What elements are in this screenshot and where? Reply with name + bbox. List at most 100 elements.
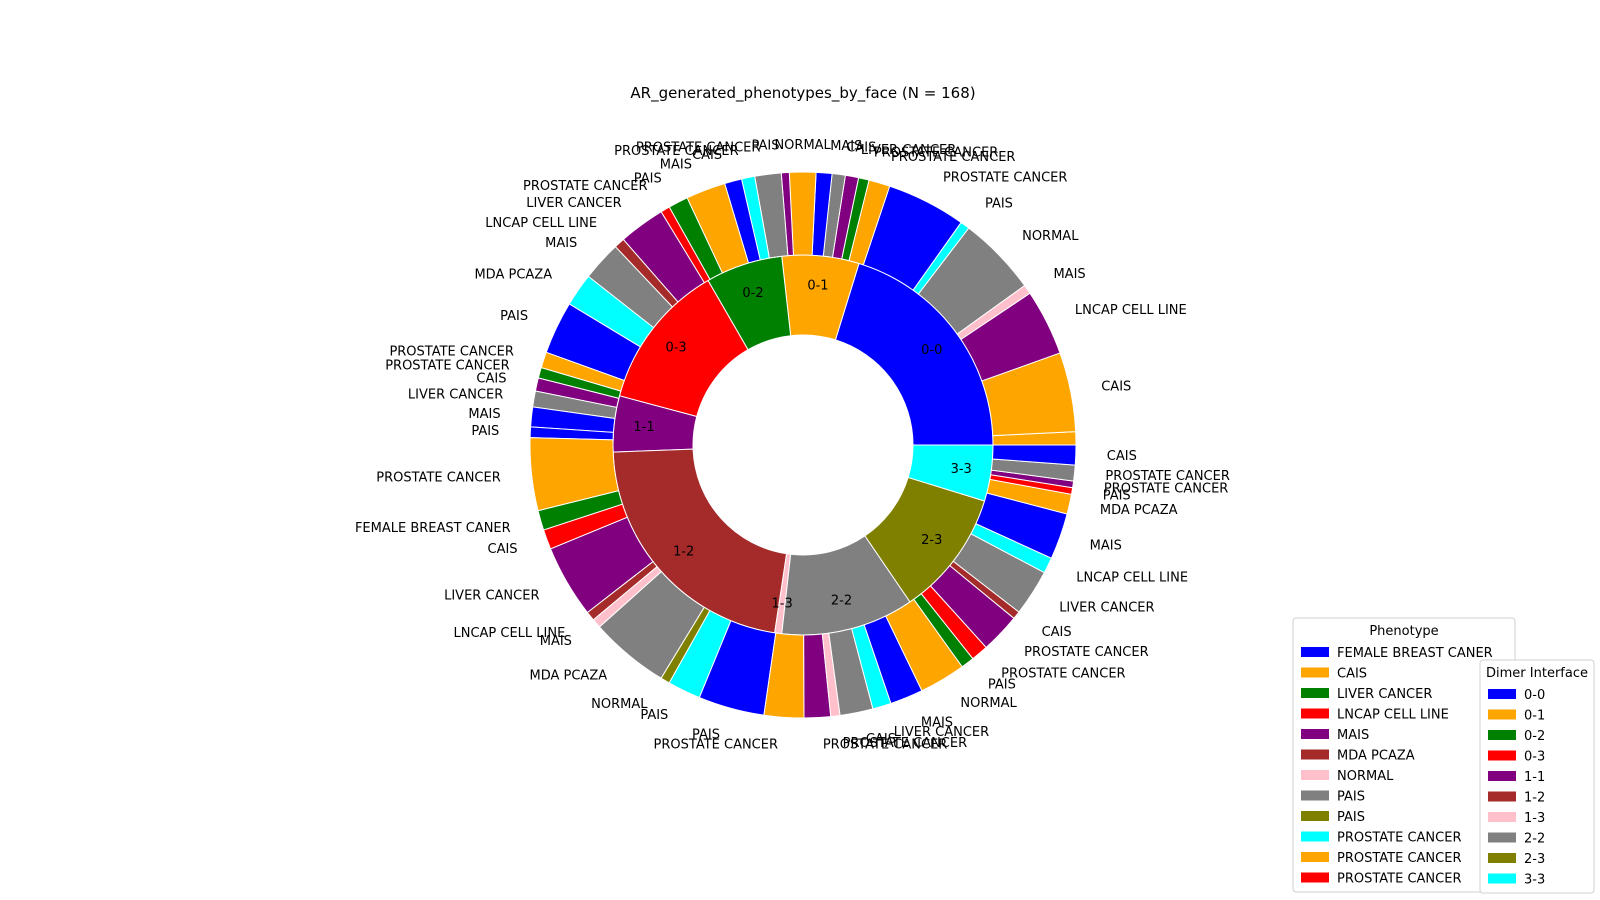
outer-label-29: MAIS	[468, 407, 500, 422]
legend-entry-1-0: 0-0	[1524, 688, 1545, 703]
legend-entry-0-3: LNCAP CELL LINE	[1337, 708, 1449, 723]
legend-swatch-0-5	[1301, 749, 1329, 760]
outer-label-2: LNCAP CELL LINE	[1075, 303, 1187, 318]
legend-entry-1-9: 3-3	[1524, 873, 1545, 888]
legend-entry-0-5: MDA PCAZA	[1337, 749, 1415, 764]
outer-label-32: FEMALE BREAST CANER	[355, 521, 511, 536]
outer-label-4: NORMAL	[1022, 229, 1079, 244]
outer-label-52: LIVER CANCER	[1059, 600, 1154, 615]
outer-label-58: PROSTATE CANCER	[1105, 469, 1229, 484]
legend-entry-0-1: CAIS	[1337, 667, 1367, 682]
legend-phenotype: Phenotype FEMALE BREAST CANER CAIS LIVER C…	[1292, 617, 1516, 893]
legend-entry-1-6: 1-3	[1524, 811, 1545, 826]
legend-swatch-1-9	[1488, 873, 1516, 884]
inner-label-0: 0-0	[921, 343, 942, 358]
outer-label-19: PROSTATE CANCER	[523, 179, 647, 194]
outer-label-43: PROSTATE CANCER	[843, 736, 967, 751]
legend-entry-0-10: PROSTATE CANCER	[1337, 851, 1461, 866]
outer-label-38: NORMAL	[591, 697, 648, 712]
legend-entry-0-2: LIVER CANCER	[1337, 687, 1432, 702]
outer-label-26: PROSTATE CANCER	[385, 359, 509, 374]
legend-swatch-1-6	[1488, 812, 1516, 822]
legend-swatch-1-1	[1488, 709, 1516, 720]
legend-entry-0-11: PROSTATE CANCER	[1337, 872, 1461, 887]
legend-title-0: Phenotype	[1369, 624, 1438, 639]
outer-label-23: MDA PCAZA	[474, 268, 552, 283]
legend-swatch-1-4	[1488, 771, 1516, 781]
outer-label-40: PAIS	[692, 727, 720, 742]
outer-label-27: CAIS	[476, 372, 506, 387]
inner-ring	[612, 254, 994, 636]
legend-swatch-1-0	[1488, 689, 1516, 699]
outer-label-8: PROSTATE CANCER	[874, 146, 998, 161]
outer-label-53: LNCAP CELL LINE	[1076, 570, 1188, 585]
legend-swatch-1-8	[1488, 853, 1516, 863]
legend-swatch-1-5	[1488, 791, 1516, 802]
outer-label-16: CAIS	[692, 148, 722, 163]
legend-title-1: Dimer Interface	[1486, 666, 1588, 681]
legend-dimer-interface: Dimer Interface 0-0 0-1 0-2 0-3 1-1 1-2 1-3 2-2 2…	[1479, 659, 1595, 894]
outer-label-7: PROSTATE CANCER	[891, 150, 1015, 165]
outer-label-28: LIVER CANCER	[408, 387, 503, 402]
outer-label-37: MDA PCAZA	[529, 669, 607, 684]
outer-label-13: PAIS	[751, 139, 779, 154]
legend-entry-0-6: NORMAL	[1337, 769, 1394, 784]
legend-entry-0-8: PAIS	[1337, 810, 1365, 825]
outer-label-20: LIVER CANCER	[526, 196, 621, 211]
outer-label-18: PAIS	[634, 171, 662, 186]
outer-label-6: PROSTATE CANCER	[943, 171, 1067, 186]
outer-label-3: MAIS	[1053, 267, 1085, 282]
outer-label-35: LNCAP CELL LINE	[453, 626, 565, 641]
legend-swatch-0-10	[1301, 852, 1329, 862]
legend-entry-1-8: 2-3	[1524, 852, 1545, 867]
legend-entry-1-5: 1-2	[1524, 791, 1545, 806]
legend-swatch-0-3	[1301, 708, 1329, 719]
legend-swatch-0-8	[1301, 811, 1329, 821]
outer-label-42: PROSTATE CANCER	[823, 738, 947, 753]
outer-label-21: LNCAP CELL LINE	[485, 216, 597, 231]
outer-label-36: MAIS	[540, 634, 572, 649]
chart-title: AR_generated_phenotypes_by_face (N = 168…	[630, 84, 975, 103]
outer-label-12: NORMAL	[774, 138, 831, 153]
legend-entry-0-7: PAIS	[1337, 790, 1365, 805]
outer-label-47: NORMAL	[960, 696, 1017, 711]
inner-label-7: 2-2	[831, 593, 852, 608]
legend-swatch-1-2	[1488, 730, 1516, 740]
outer-label-49: PROSTATE CANCER	[1001, 667, 1125, 682]
legend-entry-0-4: MAIS	[1337, 728, 1369, 743]
outer-label-25: PROSTATE CANCER	[389, 345, 513, 360]
outer-label-54: MAIS	[1090, 538, 1122, 553]
outer-label-30: PAIS	[471, 424, 499, 439]
outer-label-5: PAIS	[985, 196, 1013, 211]
outer-label-34: LIVER CANCER	[444, 589, 539, 604]
outer-label-9: LIVER CANCER	[861, 143, 956, 158]
inner-label-9: 3-3	[951, 462, 972, 477]
legend-swatch-1-7	[1488, 832, 1516, 843]
outer-label-31: PROSTATE CANCER	[376, 470, 500, 485]
legend-entry-0-9: PROSTATE CANCER	[1337, 831, 1461, 846]
outer-label-44: CAIS	[866, 732, 896, 747]
outer-label-39: PAIS	[640, 708, 668, 723]
outer-label-56: PAIS	[1103, 489, 1131, 504]
inner-label-3: 0-3	[665, 341, 686, 356]
outer-label-59: CAIS	[1107, 449, 1137, 464]
outer-label-48: PAIS	[988, 677, 1016, 692]
legend-swatch-0-7	[1301, 790, 1329, 801]
legend-swatch-0-9	[1301, 831, 1329, 842]
outer-label-33: CAIS	[488, 542, 518, 557]
outer-label-46: MAIS	[921, 716, 953, 731]
outer-label-57: PROSTATE CANCER	[1104, 481, 1228, 496]
outer-slice-59	[991, 444, 1077, 466]
outer-ring	[529, 171, 1077, 719]
outer-label-17: MAIS	[660, 158, 692, 173]
legend-swatch-0-11	[1301, 872, 1329, 883]
outer-label-14: PROSTATE CANCER	[636, 140, 760, 155]
outer-label-55: MDA PCAZA	[1100, 503, 1178, 518]
legend-entry-1-3: 0-3	[1524, 750, 1545, 765]
legend-entry-1-4: 1-1	[1524, 770, 1545, 785]
legend-swatch-0-0	[1301, 647, 1329, 657]
outer-label-41: PROSTATE CANCER	[654, 737, 778, 752]
outer-label-10: CAIS	[846, 141, 876, 156]
